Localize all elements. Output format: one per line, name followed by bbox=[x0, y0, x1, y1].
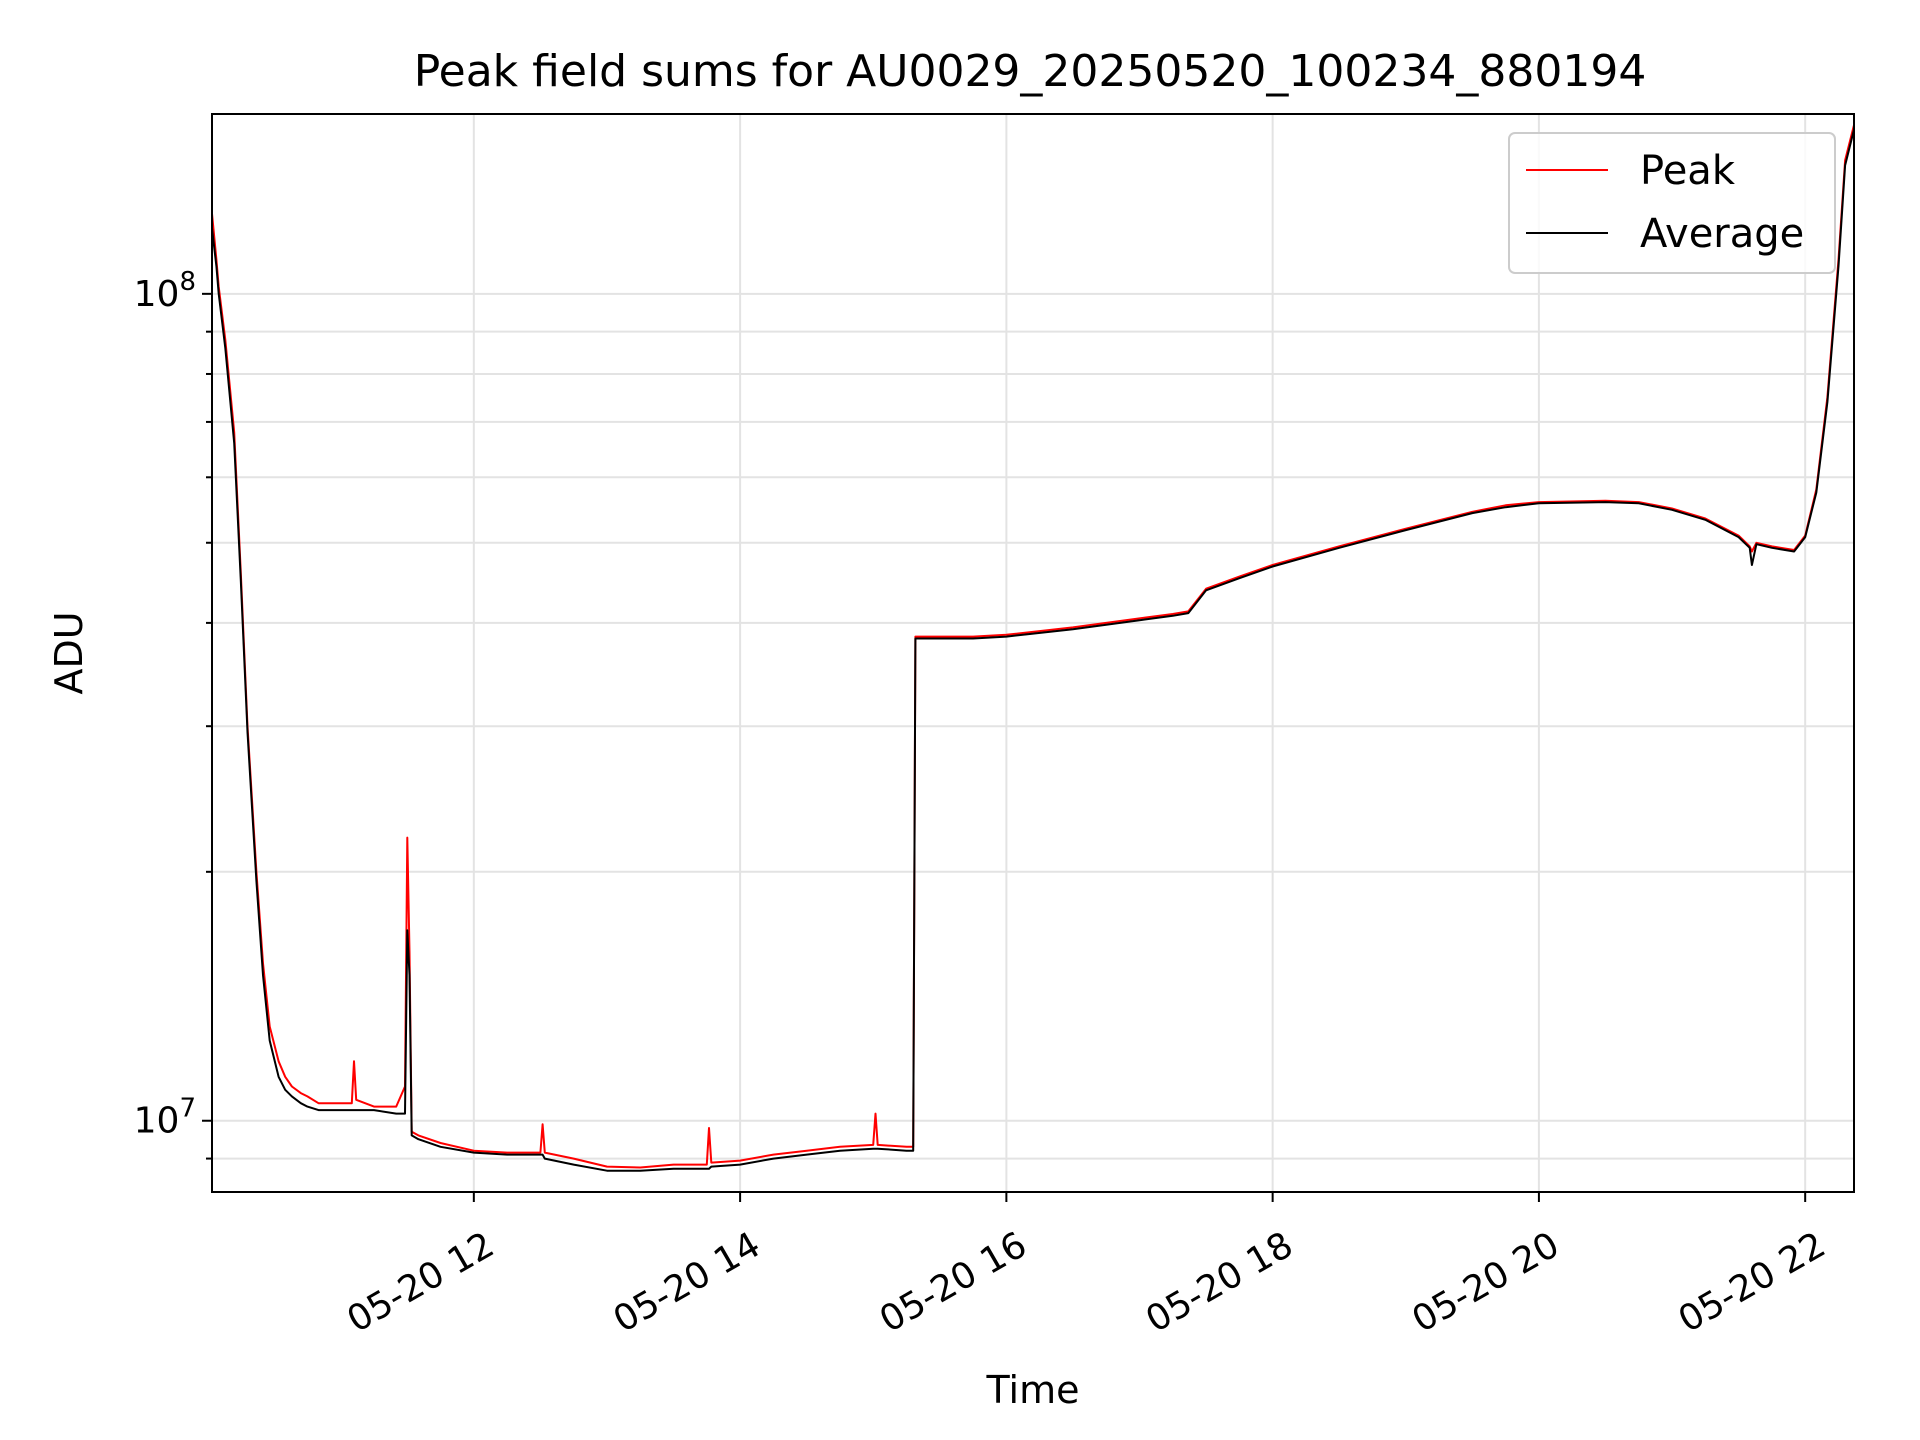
x-axis-label: Time bbox=[986, 1368, 1080, 1412]
series-line-average bbox=[212, 129, 1854, 1172]
legend-label-peak: Peak bbox=[1640, 148, 1736, 194]
legend-label-average: Average bbox=[1640, 211, 1804, 257]
legend: Peak Average bbox=[1508, 132, 1836, 274]
chart-title: Peak field sums for AU0029_20250520_1002… bbox=[414, 46, 1647, 97]
y-tick-label: 108 bbox=[134, 267, 196, 315]
series-layer bbox=[212, 124, 1854, 1172]
series-line-peak bbox=[212, 124, 1854, 1169]
grid bbox=[212, 114, 1854, 1192]
legend-box bbox=[1508, 132, 1836, 274]
plot-frame bbox=[211, 113, 1855, 1193]
y-axis-label: ADU bbox=[47, 611, 91, 694]
y-tick-label: 107 bbox=[134, 1094, 196, 1142]
